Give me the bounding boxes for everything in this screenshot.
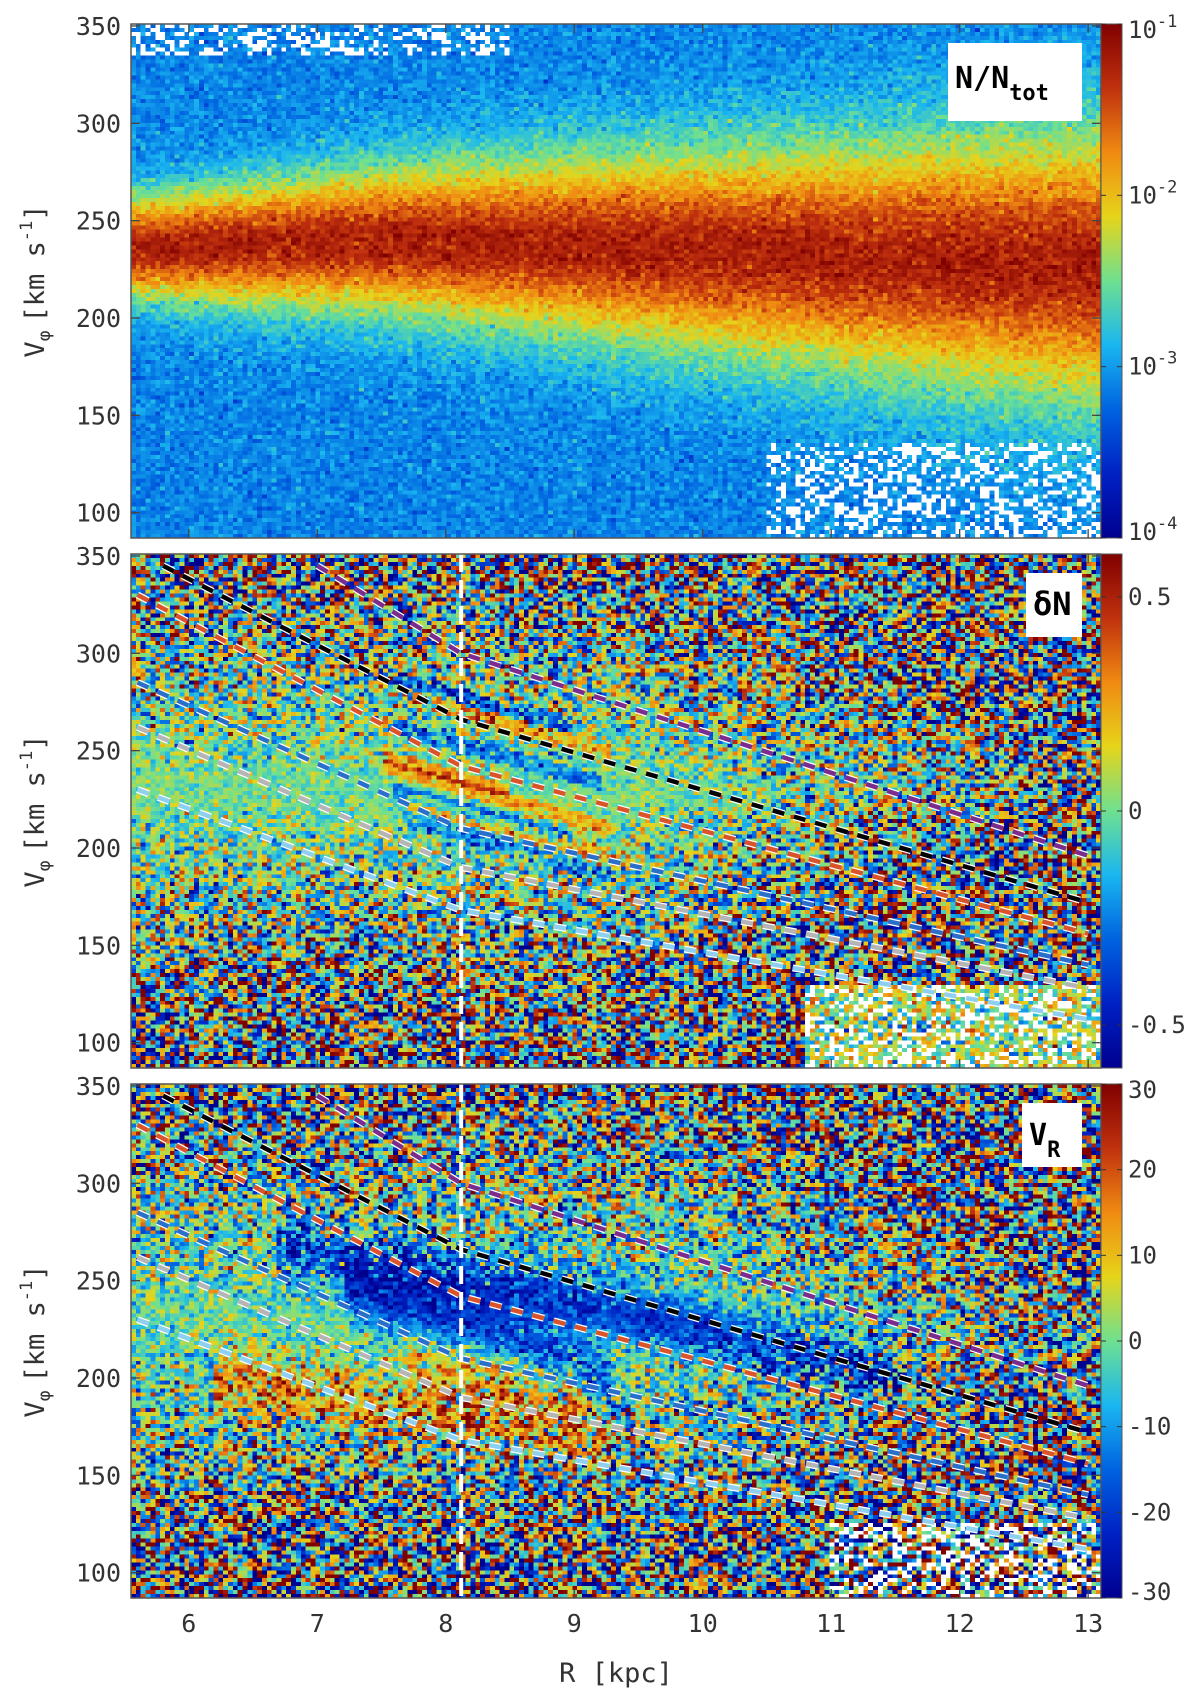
panel-label-box: VR <box>1022 1103 1082 1167</box>
y-ticks: 350 300 250 200 150 100 <box>76 1072 1101 1588</box>
y-tick-label: 150 <box>76 401 121 430</box>
y-tick-label: 150 <box>76 1461 121 1490</box>
y-tick-label: 200 <box>76 834 121 863</box>
colorbar-ticks: 30 20 10 0 -10 -20 -30 <box>1101 1076 1171 1606</box>
colorbar-tick-label: -20 <box>1128 1498 1171 1526</box>
y-tick-label: 250 <box>76 207 121 236</box>
panel-density: 350 300 250 200 150 100 N/Ntot Vφ[km s-1] 10-… <box>17 12 1177 546</box>
x-ticks: 6 7 8 9 10 11 12 13 <box>181 1084 1103 1638</box>
colorbar-tick-label: 10 <box>1128 1241 1157 1269</box>
colorbar-ticks: 0.5 0 -0.5 <box>1101 583 1186 1039</box>
panel-label-box: δN <box>1026 573 1082 637</box>
resonance-line <box>136 787 1089 1022</box>
colorbar-tick-label: 10-2 <box>1128 177 1177 209</box>
colorbar-tick-label: 10-1 <box>1128 12 1177 44</box>
y-tick-label: 250 <box>76 1267 121 1296</box>
y-tick-label: 300 <box>76 109 121 138</box>
x-tick-label: 8 <box>438 1609 453 1638</box>
x-axis-label: R [kpc] <box>559 1658 673 1689</box>
y-tick-label: 250 <box>76 737 121 766</box>
resonance-line <box>136 1317 1089 1552</box>
colorbar-tick-label: 20 <box>1128 1156 1157 1184</box>
y-ticks: 350 300 250 200 150 100 <box>76 12 1101 528</box>
resonance-line <box>136 592 1089 936</box>
x-tick-label: 10 <box>688 1609 718 1638</box>
x-tick-label: 9 <box>567 1609 582 1638</box>
y-tick-label: 350 <box>76 1072 121 1101</box>
x-tick-label: 12 <box>945 1609 975 1638</box>
y-tick-label: 350 <box>76 12 121 41</box>
y-tick-label: 100 <box>76 499 121 528</box>
panel-label-background <box>948 43 1082 121</box>
colorbar <box>1100 23 1123 539</box>
panel-label: VR <box>1029 1118 1061 1163</box>
y-tick-label: 150 <box>76 931 121 960</box>
colorbar-tick-label: 0.5 <box>1128 583 1171 611</box>
resonance-line <box>136 1122 1089 1466</box>
x-tick-label: 6 <box>181 1609 196 1638</box>
y-tick-label: 200 <box>76 1364 121 1393</box>
x-ticks <box>188 24 1089 538</box>
x-tick-label: 11 <box>816 1609 846 1638</box>
heatmap-density <box>131 24 1101 538</box>
panel-label: δN <box>1033 585 1072 623</box>
colorbar-tick-label: 30 <box>1128 1076 1157 1104</box>
y-tick-label: 300 <box>76 1169 121 1198</box>
y-ticks: 350 300 250 200 150 100 <box>76 542 1101 1058</box>
colorbar-ticks: 10-1 10-2 10-3 10-4 <box>1101 12 1177 546</box>
y-axis-label: Vφ[km s-1] <box>17 734 55 887</box>
colorbar-tick-label: 10-3 <box>1128 349 1177 381</box>
y-axis-label: Vφ[km s-1] <box>17 1264 55 1417</box>
colorbar-tick-label: 10-4 <box>1128 514 1177 546</box>
panel-label-background <box>1022 1103 1082 1167</box>
y-axis-label: Vφ[km s-1] <box>17 204 55 357</box>
y-tick-label: 100 <box>76 1559 121 1588</box>
panel-label: N/Ntot <box>955 61 1049 106</box>
panel-delta-n: 350 300 250 200 150 100 δN Vφ[km s-1] 0.5 0 -0.… <box>17 542 1186 1069</box>
x-ticks <box>188 554 1089 1068</box>
panel-label-box: N/Ntot <box>948 43 1082 121</box>
colorbar-tick-label: 0 <box>1128 1327 1142 1355</box>
colorbar-tick-label: -30 <box>1128 1578 1171 1606</box>
y-tick-label: 300 <box>76 639 121 668</box>
x-tick-label: 13 <box>1073 1609 1103 1638</box>
colorbar-tick-label: -0.5 <box>1128 1011 1186 1039</box>
y-tick-label: 200 <box>76 304 121 333</box>
y-tick-label: 100 <box>76 1029 121 1058</box>
colorbar-tick-label: 0 <box>1128 797 1142 825</box>
panel-label-background <box>1026 573 1082 637</box>
y-tick-label: 350 <box>76 542 121 571</box>
x-tick-label: 7 <box>310 1609 325 1638</box>
colorbar-tick-label: -10 <box>1128 1413 1171 1441</box>
